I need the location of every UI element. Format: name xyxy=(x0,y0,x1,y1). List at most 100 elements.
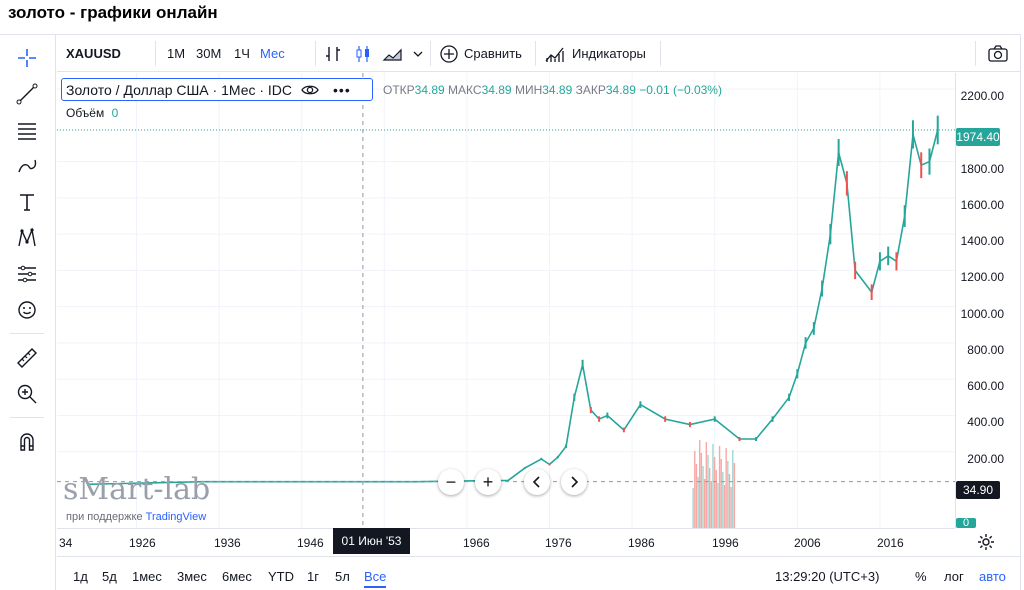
volume-bar xyxy=(713,457,716,528)
low-label: МИН xyxy=(514,83,543,97)
interval-1h-button[interactable]: 1Ч xyxy=(234,46,250,61)
brush-icon[interactable] xyxy=(10,151,44,181)
volume-value: 0 xyxy=(111,106,119,120)
price-chart[interactable] xyxy=(57,73,955,528)
text-tool-icon[interactable] xyxy=(10,187,44,217)
price-line xyxy=(86,129,939,486)
fib-retracement-icon[interactable] xyxy=(10,115,44,145)
time-tick: 1936 xyxy=(214,536,241,550)
open-value: 34.89 xyxy=(414,83,445,97)
range-1m-button[interactable]: 1мес xyxy=(132,569,162,584)
tradingview-link[interactable]: TradingView xyxy=(145,511,207,523)
legend-title: Золото / Доллар США · 1Мес · IDC xyxy=(66,81,293,98)
plus-circle-icon xyxy=(440,44,458,63)
range-3m-button[interactable]: 3мес xyxy=(177,569,207,584)
time-tick: 1976 xyxy=(545,536,572,550)
more-options-icon[interactable]: ••• xyxy=(333,81,351,98)
toolbar-divider xyxy=(535,41,536,66)
support-label: при поддержке xyxy=(66,511,143,523)
volume-bar xyxy=(692,488,694,528)
crosshair-icon[interactable] xyxy=(10,43,44,73)
support-text[interactable]: при поддержке TradingView xyxy=(66,511,206,523)
range-1y-button[interactable]: 1г xyxy=(307,569,319,584)
volume-bar xyxy=(723,485,726,528)
volume-bar xyxy=(715,470,717,528)
volume-bar xyxy=(725,448,727,528)
chart-overlay xyxy=(57,73,955,528)
volume-bar xyxy=(733,463,736,528)
range-1d-button[interactable]: 1д xyxy=(73,569,88,584)
ruler-icon[interactable] xyxy=(10,343,44,373)
time-tick: 1966 xyxy=(463,536,490,550)
volume-bar xyxy=(695,464,698,528)
settings-gear-icon[interactable] xyxy=(976,532,996,557)
zoom-in-icon[interactable] xyxy=(10,379,44,409)
volume-bar xyxy=(717,483,719,528)
volume-bar xyxy=(728,474,731,528)
zoom-out-button[interactable]: − xyxy=(438,469,464,495)
interval-30m-button[interactable]: 30М xyxy=(196,46,222,61)
pattern-tool-icon[interactable] xyxy=(10,223,44,253)
trend-line-icon[interactable] xyxy=(10,79,44,109)
toolbar-divider xyxy=(10,417,44,418)
range-ytd-button[interactable]: YTD xyxy=(268,569,294,584)
watermark: sMart-lab xyxy=(63,472,211,507)
candles-style-icon[interactable] xyxy=(353,35,373,72)
price-tick: 1000.00 xyxy=(960,307,1004,321)
volume-bar xyxy=(718,446,721,528)
time-tick: 1946 xyxy=(297,536,324,550)
volume-legend[interactable]: Объём 0 xyxy=(66,106,118,120)
log-scale-button[interactable]: лог xyxy=(944,569,964,584)
smiley-icon[interactable] xyxy=(10,295,44,325)
scroll-right-button[interactable] xyxy=(561,469,587,495)
camera-icon[interactable] xyxy=(987,35,1009,72)
clock-timezone[interactable]: 13:29:20 (UTC+3) xyxy=(775,569,880,584)
volume-bar xyxy=(720,459,722,528)
scroll-left-button[interactable] xyxy=(524,469,550,495)
high-label: МАКС xyxy=(448,83,482,97)
indicators-button[interactable]: Индикаторы xyxy=(544,35,646,72)
volume-bar xyxy=(722,472,724,528)
volume-bars xyxy=(692,440,736,528)
time-tick: 2006 xyxy=(794,536,821,550)
minus-icon: − xyxy=(445,471,457,492)
volume-label: Объём xyxy=(66,106,105,120)
interval-1m-button[interactable]: 1М xyxy=(167,46,186,61)
range-all-button[interactable]: Все xyxy=(364,569,387,588)
range-5y-button[interactable]: 5л xyxy=(335,569,350,584)
symbol-legend[interactable]: Золото / Доллар США · 1Мес · IDC ••• xyxy=(61,78,373,101)
indicators-label: Индикаторы xyxy=(572,46,646,61)
close-value: 34.89 xyxy=(605,83,636,97)
plus-icon: + xyxy=(482,471,494,492)
volume-bar xyxy=(694,451,696,528)
range-5d-button[interactable]: 5д xyxy=(102,569,117,584)
eye-icon[interactable] xyxy=(301,83,319,97)
volume-bar xyxy=(707,455,709,528)
chevron-down-icon[interactable] xyxy=(412,35,424,72)
range-6m-button[interactable]: 6мес xyxy=(222,569,252,584)
forecast-tool-icon[interactable] xyxy=(10,259,44,289)
bottom-bar: 1д 5д 1мес 3мес 6мес YTD 1г 5л Все 13:29… xyxy=(57,556,1021,590)
high-value: 34.89 xyxy=(481,83,512,97)
volume-bar xyxy=(705,442,708,528)
price-axis[interactable]: 2200.00 1800.00 1600.00 1400.00 1200.00 … xyxy=(955,73,1021,528)
low-value: 34.89 xyxy=(542,83,573,97)
volume-bar xyxy=(703,479,706,528)
zoom-in-button[interactable]: + xyxy=(475,469,501,495)
symbol-search-button[interactable]: XAUUSD xyxy=(66,46,121,61)
interval-month-button[interactable]: Мес xyxy=(260,46,285,61)
bars-style-icon[interactable] xyxy=(323,35,343,72)
price-tick: 400.00 xyxy=(967,415,1004,429)
toolbar-divider xyxy=(10,333,44,334)
magnet-icon[interactable] xyxy=(10,427,44,457)
compare-button[interactable]: Сравнить xyxy=(439,35,522,72)
top-toolbar: XAUUSD 1М 30М 1Ч Мес Сравнить Индикаторы xyxy=(57,35,1021,72)
indicators-icon xyxy=(545,47,564,62)
percent-scale-button[interactable]: % xyxy=(915,569,927,584)
price-tick: 2200.00 xyxy=(960,89,1004,103)
time-tick: 2016 xyxy=(877,536,904,550)
auto-scale-button[interactable]: авто xyxy=(979,569,1006,584)
time-axis[interactable]: 34 1926 1936 1946 1966 1976 1986 1996 20… xyxy=(57,528,955,556)
chart-widget-frame xyxy=(0,34,1021,590)
area-style-icon[interactable] xyxy=(382,35,404,72)
